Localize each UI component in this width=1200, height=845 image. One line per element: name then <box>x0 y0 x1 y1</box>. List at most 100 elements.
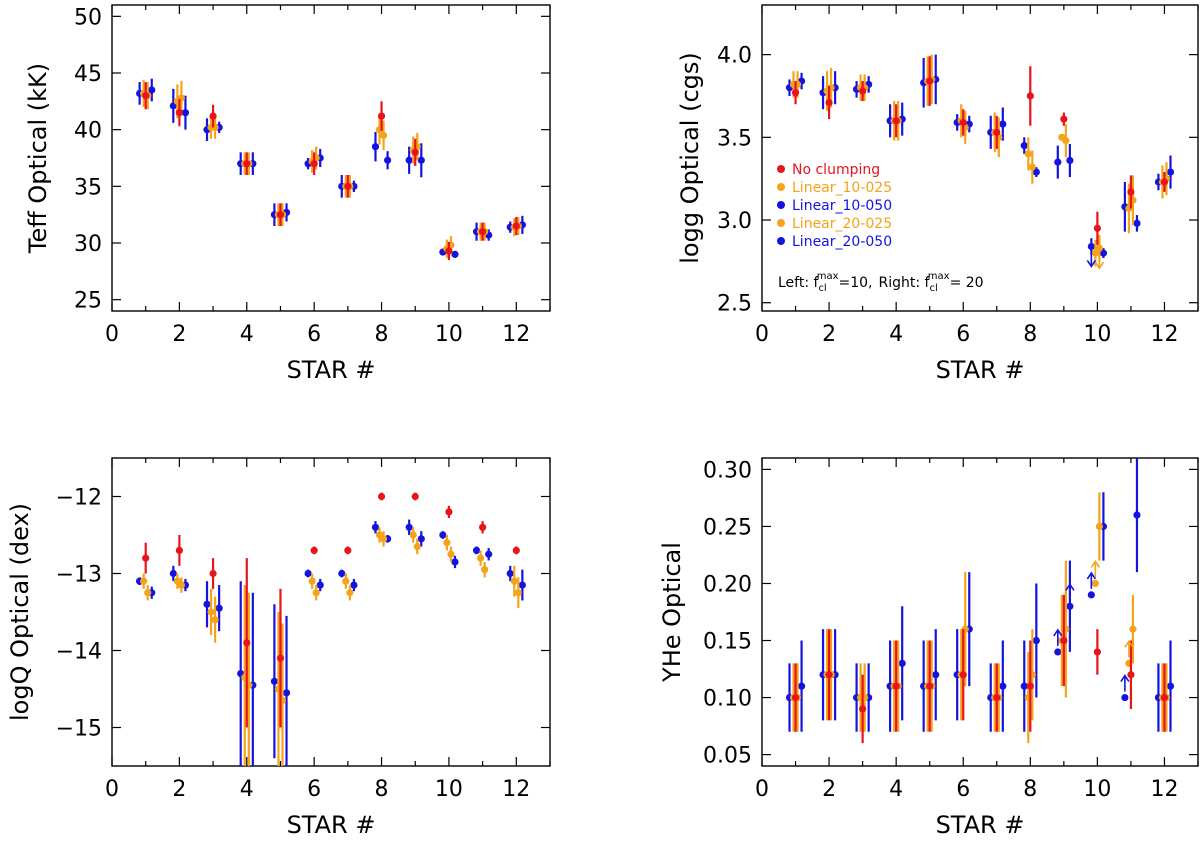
legend-entry-linear-20-050: Linear_20-050 <box>777 234 892 250</box>
yhe-point-linear-10-050-star-9 <box>1054 648 1062 656</box>
yhe-point-linear-20-025-star-11 <box>1129 625 1137 633</box>
yhe-point-linear-20-050-star-9 <box>1066 602 1074 610</box>
logg-point-no-clumping-star-5 <box>926 77 934 85</box>
teff-xtick-label-12: 12 <box>502 322 530 347</box>
yhe-xtick-label-10: 10 <box>1083 777 1111 802</box>
teff-point-linear-20-050-star-8 <box>384 156 392 164</box>
logq-x-axis-label: STAR # <box>287 811 376 839</box>
legend-entry-linear-10-050: Linear_10-050 <box>777 198 892 214</box>
teff-point-no-clumping-star-8 <box>377 112 386 120</box>
legend-label-linear-20-050: Linear_20-050 <box>792 234 892 250</box>
teff-point-no-clumping-star-2 <box>175 109 183 117</box>
yhe-xtick-label-8: 8 <box>1023 777 1037 802</box>
yhe-point-no-clumping-star-6 <box>959 671 967 679</box>
logg-point-linear-10-050-star-8 <box>1020 141 1028 150</box>
teff-point-no-clumping-star-4 <box>243 160 251 168</box>
yhe-ytick-label-0: 0.05 <box>703 744 752 769</box>
yhe-point-linear-20-025-star-10 <box>1095 522 1103 531</box>
teff-point-linear-20-050-star-10 <box>451 250 459 258</box>
logg-y-axis-label: logg Optical (cgs) <box>676 52 704 264</box>
yhe-xtick-label-2: 2 <box>822 777 836 802</box>
logq-point-linear-20-025-star-11 <box>481 566 489 574</box>
logq-ytick-label-0: −15 <box>56 717 102 742</box>
teff-y-axis-label: Teff Optical (kK) <box>24 63 52 254</box>
yhe-limit-arrow-linear-10-050-star-10 <box>1086 571 1097 589</box>
logq-point-linear-10-050-star-5 <box>270 677 278 685</box>
logq-xtick-label-0: 0 <box>105 777 119 802</box>
teff-xtick-label-8: 8 <box>375 322 389 347</box>
logg-marks <box>785 54 1175 270</box>
logg-point-linear-10-050-star-10 <box>1087 242 1095 251</box>
logq-point-no-clumping-star-3 <box>209 569 217 578</box>
teff-ticks: 0 2 4 6 8 10 12 25 30 35 40 45 50 <box>74 5 551 347</box>
yhe-x-axis-label: STAR # <box>936 811 1025 839</box>
logg-xtick-label-12: 12 <box>1150 322 1178 347</box>
yhe-y-axis-label: YHe Optical <box>658 542 686 683</box>
logq-point-linear-10-025-star-1 <box>140 577 148 585</box>
logq-point-no-clumping-star-1 <box>142 554 150 562</box>
teff-point-linear-10-050-star-8 <box>371 143 380 151</box>
logg-point-no-clumping-star-2 <box>825 98 833 107</box>
logq-point-no-clumping-star-6 <box>310 546 318 555</box>
logg-point-linear-10-050-star-9 <box>1054 158 1062 166</box>
logq-xtick-label-8: 8 <box>375 777 389 802</box>
logq-point-linear-20-050-star-11 <box>485 550 493 558</box>
legend-label-no-clumping: No clumping <box>792 162 880 178</box>
yhe-point-no-clumping-star-12 <box>1160 693 1169 702</box>
teff-point-no-clumping-star-7 <box>344 182 352 190</box>
logq-point-no-clumping-star-5 <box>276 654 285 662</box>
logq-point-linear-20-025-star-8 <box>379 535 388 543</box>
note-right-val: = 20 <box>950 275 984 291</box>
yhe-point-no-clumping-star-1 <box>791 693 800 702</box>
logg-xtick-label-8: 8 <box>1023 322 1037 347</box>
yhe-xtick-label-12: 12 <box>1150 777 1178 802</box>
yhe-point-linear-20-050-star-1 <box>797 682 806 690</box>
legend-entry-linear-20-025: Linear_20-025 <box>777 216 892 232</box>
logg-point-linear-10-025-star-8 <box>1024 150 1032 158</box>
note-left-prefix: Left: f <box>778 275 820 291</box>
teff-ytick-label-2: 35 <box>74 175 102 200</box>
teff-point-linear-20-050-star-9 <box>417 156 425 164</box>
logq-y-axis-label: logQ Optical (dex) <box>6 503 34 721</box>
teff-point-no-clumping-star-11 <box>479 228 487 236</box>
teff-point-no-clumping-star-1 <box>142 92 150 100</box>
logq-point-linear-10-025-star-7 <box>342 577 350 585</box>
legend-label-linear-20-025: Linear_20-025 <box>792 216 892 232</box>
legend-dot-linear-20-050 <box>777 237 785 245</box>
logq-point-linear-10-050-star-7 <box>338 569 346 578</box>
legend-entry-linear-10-025: Linear_10-025 <box>777 180 892 196</box>
yhe-point-linear-20-050-star-7 <box>999 682 1007 690</box>
yhe-ticks: 0 2 4 6 8 10 12 0.05 0.10 0.15 0.20 0.25 0.30 <box>703 458 1199 802</box>
yhe-point-no-clumping-star-2 <box>825 671 833 679</box>
yhe-point-linear-10-050-star-8 <box>1020 682 1028 690</box>
logq-marks <box>136 492 526 766</box>
logq-xtick-label-6: 6 <box>307 777 321 802</box>
yhe-point-no-clumping-star-9 <box>1060 636 1068 645</box>
note-right-sub: cl <box>929 283 937 294</box>
yhe-marks <box>785 458 1175 744</box>
logq-point-linear-20-025-star-1 <box>144 589 152 597</box>
yhe-point-linear-10-025-star-10 <box>1091 579 1099 588</box>
yhe-point-linear-10-050-star-11 <box>1121 693 1129 702</box>
logq-point-linear-20-050-star-10 <box>451 558 459 566</box>
yhe-point-no-clumping-star-5 <box>926 682 934 690</box>
teff-point-linear-20-050-star-1 <box>148 86 156 94</box>
logg-point-no-clumping-star-12 <box>1160 178 1169 186</box>
logq-point-linear-10-025-star-12 <box>510 577 518 585</box>
logg-ytick-label-3: 4.0 <box>717 44 752 69</box>
logq-ticks: 0 2 4 6 8 10 12 −15 −14 −13 −12 <box>56 458 551 802</box>
teff-plot-frame <box>111 4 551 312</box>
teff-point-no-clumping-star-6 <box>310 160 318 168</box>
logg-point-linear-20-050-star-8 <box>1032 168 1040 176</box>
logq-point-linear-20-025-star-3 <box>211 616 219 624</box>
yhe-point-no-clumping-star-4 <box>892 682 900 690</box>
logq-point-linear-20-025-star-6 <box>312 589 320 597</box>
teff-ytick-label-3: 40 <box>74 119 102 144</box>
logg-xtick-label-2: 2 <box>822 322 836 347</box>
logg-xtick-label-6: 6 <box>956 322 970 347</box>
note-right-sup: max <box>928 271 950 282</box>
teff-xtick-label-0: 0 <box>105 322 119 347</box>
logg-limit-arrow-linear-20-025-star-10 <box>1094 254 1105 270</box>
yhe-point-linear-20-050-star-4 <box>898 659 906 667</box>
teff-xtick-label-6: 6 <box>307 322 321 347</box>
